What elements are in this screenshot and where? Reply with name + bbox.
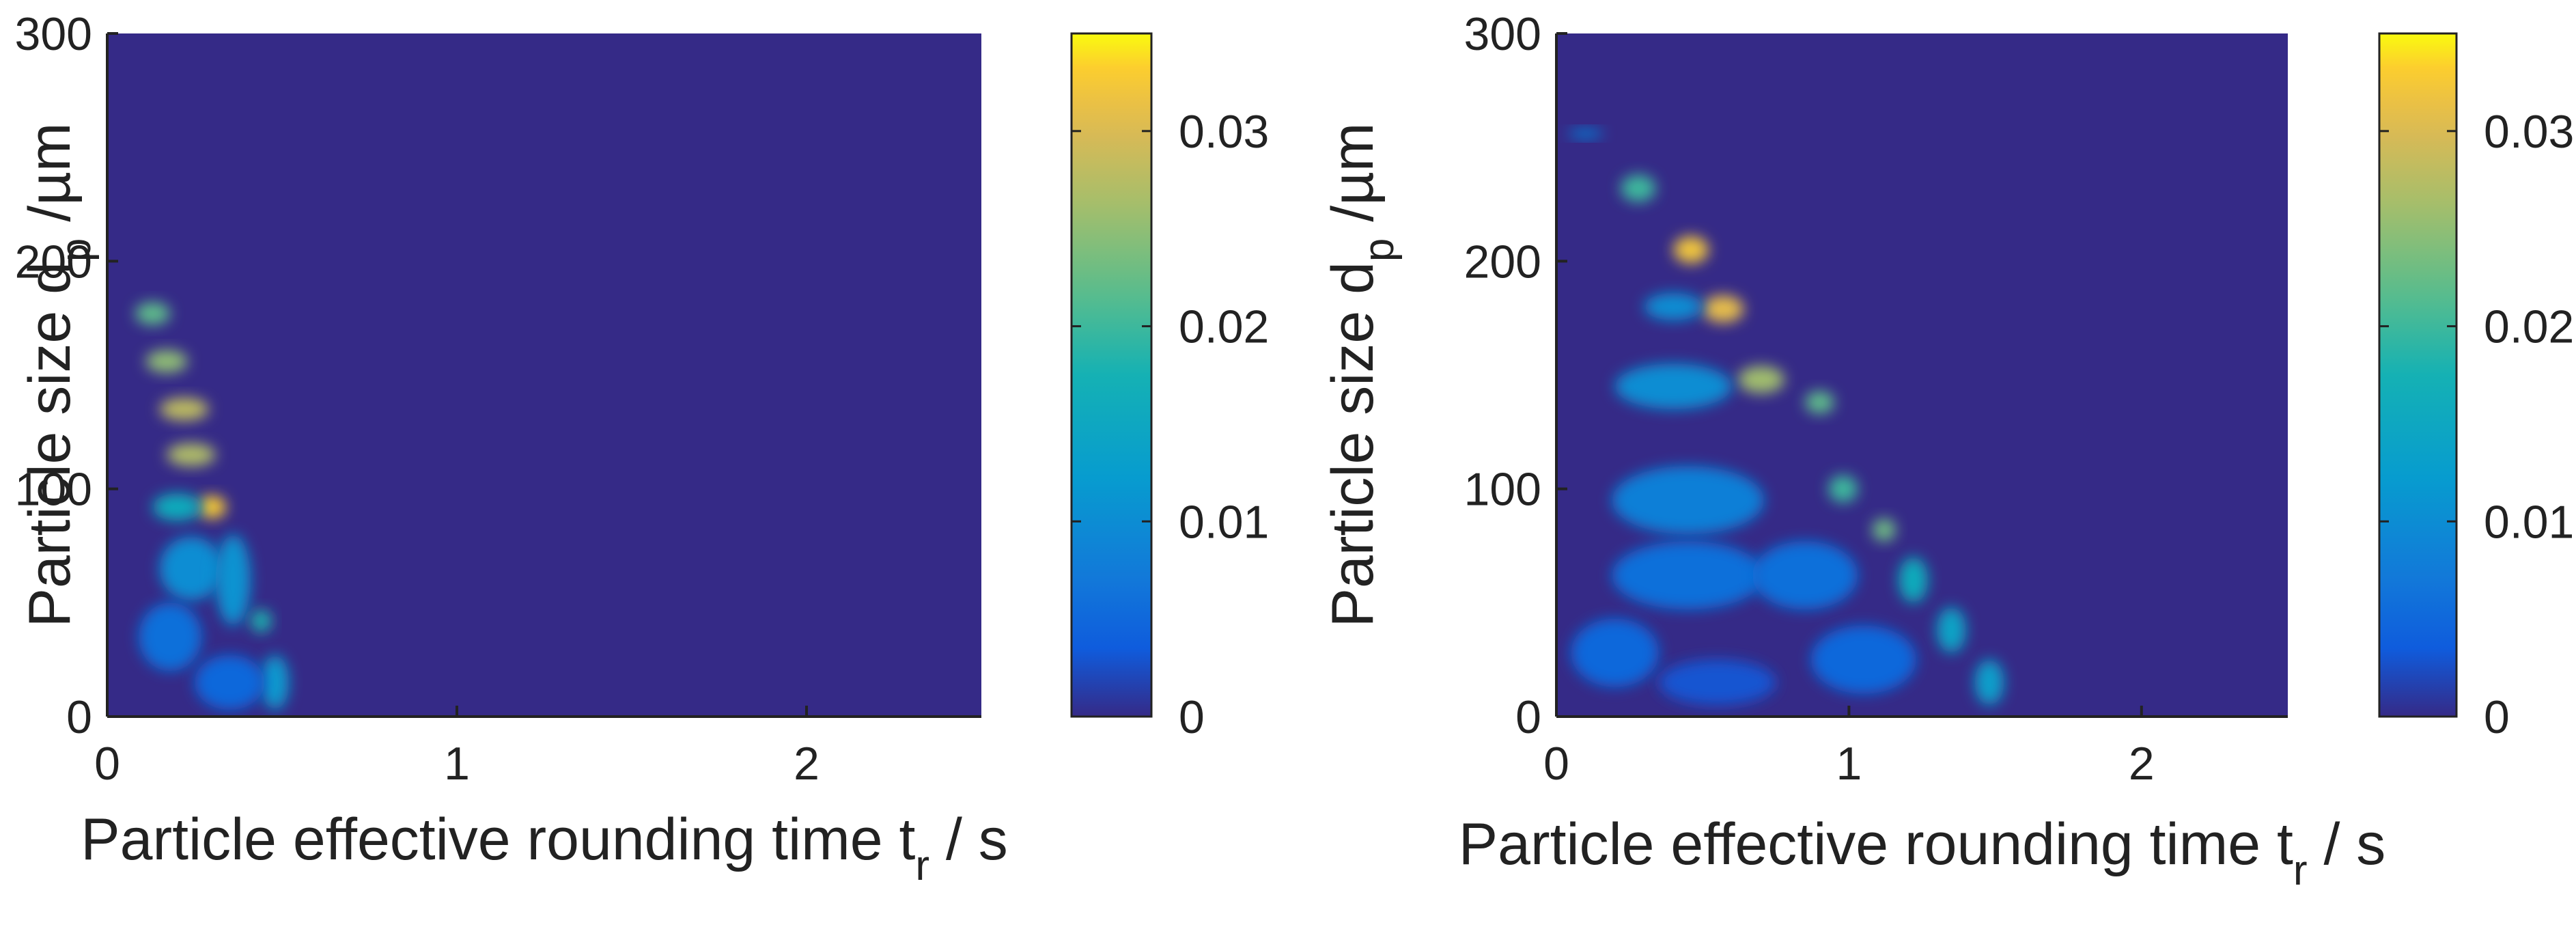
heatmap-blob-13 [1974, 659, 2004, 706]
colorbar [2378, 32, 2458, 718]
y-tick-label: 0 [1515, 691, 1541, 743]
y-tick-label: 100 [1464, 464, 1541, 516]
heatmap-blob-0 [1568, 129, 1604, 139]
heatmap-density-layer [1568, 129, 2004, 706]
axes [1555, 33, 2288, 718]
heatmap-blob-10 [1872, 518, 1896, 542]
heatmap-density-layer [135, 302, 290, 710]
colorbar-tick-label: 0.01 [2484, 496, 2574, 548]
x-axis-label: Particle effective rounding time tr / s [1459, 812, 2385, 894]
y-tick-label: 0 [66, 691, 92, 743]
colorbar-tick-label: 0 [1179, 691, 1205, 743]
y-tick-label: 200 [1464, 236, 1541, 288]
y-tick-label: 100 [15, 464, 92, 516]
colorbar-tick-label: 0.03 [1179, 106, 1269, 158]
heatmap-blob-16 [1571, 618, 1659, 687]
heatmap-blob-10 [261, 655, 290, 710]
heatmap-background [107, 33, 981, 717]
heatmap-blob-2 [159, 398, 209, 421]
heatmap-blob-9 [250, 609, 272, 633]
heatmap-blob-8 [215, 534, 251, 626]
y-axis-label: Particle size dp /µm [1320, 123, 1403, 628]
heatmap-blob-3 [1703, 295, 1744, 323]
heatmap-blob-15 [1752, 541, 1858, 610]
heatmap-blob-11 [1899, 557, 1929, 603]
y-axis-label: Particle size dp /µm [17, 123, 100, 628]
axes [106, 33, 981, 718]
y-tick-label: 200 [15, 236, 92, 288]
heatmap-blob-18 [1810, 625, 1916, 694]
x-tick-label: 0 [1543, 738, 1569, 790]
colorbar-tick-label: 0.01 [1179, 496, 1269, 548]
x-axis-label: Particle effective rounding time tr / s [81, 807, 1007, 889]
x-tick-label: 2 [794, 738, 820, 790]
heatmap-blob-1 [145, 350, 188, 373]
heatmap-blob-11 [195, 655, 265, 710]
heatmap-blob-12 [1936, 607, 1966, 653]
heatmap-blob-6 [159, 536, 223, 600]
right-heatmap-panel: 0 1 2 0 100 200 300 Particle effective rounding… [1320, 8, 2574, 894]
x-tick-label: 2 [2129, 738, 2155, 790]
y-tick-label: 300 [15, 8, 92, 60]
x-tick-label: 1 [444, 738, 470, 790]
x-tick-label: 0 [94, 738, 120, 790]
colorbar-tick-label: 0.02 [2484, 301, 2574, 353]
colorbar-tick-label: 0.02 [1179, 301, 1269, 353]
heatmap-blob-17 [1658, 659, 1776, 706]
colorbar [1070, 32, 1153, 718]
x-tick-label: 1 [1836, 738, 1862, 790]
heatmap-blob-14 [1612, 541, 1765, 610]
heatmap-blob-7 [139, 602, 202, 671]
heatmap-blob-4 [1644, 293, 1703, 320]
heatmap-blob-4 [198, 495, 227, 518]
heatmap-blob-1 [1621, 174, 1656, 202]
colorbar-tick-label: 0 [2484, 691, 2510, 743]
heatmap-blob-8 [1612, 466, 1765, 535]
y-tick-label: 300 [1464, 8, 1541, 60]
heatmap-blob-2 [1673, 236, 1709, 264]
left-heatmap-panel: 0 1 2 0 100 200 300 Particle effective rounding… [15, 8, 1270, 889]
heatmap-blob-9 [1828, 475, 1858, 503]
heatmap-blob-5 [152, 493, 202, 521]
heatmap-blob-7 [1614, 363, 1733, 410]
heatmap-blob-5 [1737, 365, 1785, 393]
heatmap-blob-6 [1805, 391, 1834, 414]
heatmap-blob-0 [135, 302, 171, 325]
colorbar-tick-label: 0.03 [2484, 106, 2574, 158]
heatmap-blob-3 [167, 443, 216, 467]
